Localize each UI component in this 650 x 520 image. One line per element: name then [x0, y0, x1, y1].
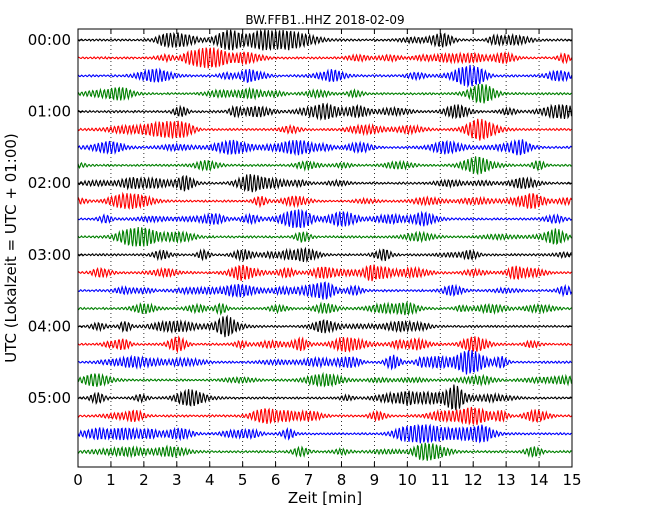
x-tick-label: 3: [172, 471, 182, 489]
y-tick-label: 04:00: [28, 317, 71, 335]
seismic-trace: [77, 371, 573, 388]
x-tick-label: 8: [337, 471, 347, 489]
x-tick-label: 6: [271, 471, 281, 489]
seismic-trace: [77, 423, 572, 444]
x-tick-label: 15: [562, 471, 581, 489]
seismic-trace: [77, 406, 572, 426]
seismic-trace: [77, 314, 572, 338]
seismic-trace: [77, 246, 572, 263]
seismic-trace: [77, 64, 573, 89]
x-axis-ticks: 0 1 2 3 4 5 6 7 8 9 10 11 12 13 14 15: [73, 29, 582, 489]
seismic-trace: [77, 83, 572, 104]
seismic-trace: [77, 264, 572, 282]
x-tick-label: 2: [139, 471, 149, 489]
y-tick-label: 02:00: [28, 174, 71, 192]
x-tick-label: 9: [370, 471, 380, 489]
seismic-trace: [77, 350, 572, 375]
y-tick-label: 03:00: [28, 246, 71, 264]
y-axis-ticks: 00:00 01:00 02:00 03:00 04:00 05:00: [28, 31, 572, 407]
seismic-trace: [77, 118, 572, 141]
x-tick-label: 13: [497, 471, 516, 489]
seismic-trace: [77, 281, 573, 300]
seismic-trace: [77, 208, 572, 229]
seismic-trace: [77, 47, 573, 69]
x-tick-label: 12: [464, 471, 483, 489]
plot-frame: [77, 28, 573, 468]
y-tick-label: 01:00: [28, 103, 71, 121]
seismic-trace: [77, 139, 572, 157]
x-tick-label: 11: [431, 471, 450, 489]
x-tick-label: 5: [238, 471, 248, 489]
seismic-trace: [77, 28, 572, 52]
seismic-trace: [77, 300, 572, 317]
x-tick-label: 14: [530, 471, 549, 489]
x-tick-label: 4: [205, 471, 215, 489]
seismic-trace: [77, 442, 572, 461]
seismic-trace: [77, 102, 573, 121]
seismic-trace: [77, 174, 572, 193]
y-tick-label: 05:00: [28, 389, 71, 407]
x-tick-label: 0: [73, 471, 83, 489]
y-tick-label: 00:00: [28, 31, 71, 49]
x-axis-label: Zeit [min]: [288, 489, 362, 507]
seismic-trace: [77, 226, 572, 247]
seismic-trace: [77, 156, 572, 176]
seismic-trace: [77, 335, 572, 354]
seismic-traces: [77, 28, 573, 461]
x-tick-label: 10: [398, 471, 417, 489]
seismic-trace: [77, 384, 572, 411]
y-axis-label: UTC (Lokalzeit = UTC + 01:00): [2, 133, 20, 363]
seismic-trace: [77, 191, 572, 210]
x-tick-label: 7: [304, 471, 314, 489]
chart-title: BW.FFB1..HHZ 2018-02-09: [245, 13, 404, 27]
x-tick-label: 1: [106, 471, 116, 489]
